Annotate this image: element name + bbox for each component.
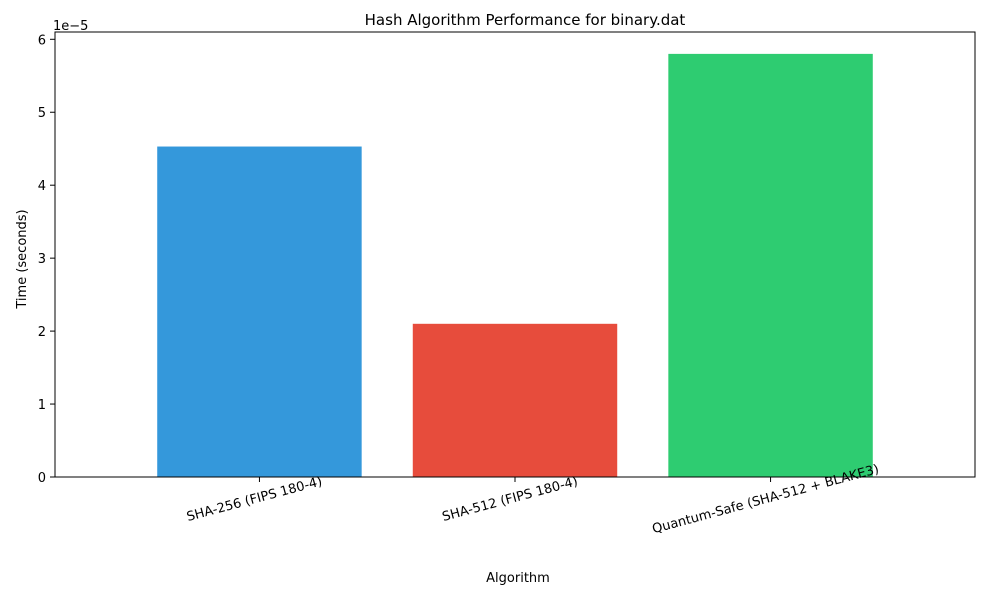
y-tick-label: 3 — [38, 252, 46, 267]
bar-2 — [412, 323, 618, 477]
x-axis-label: Algorithm — [486, 571, 550, 586]
x-tick-label: SHA-256 (FIPS 180-4) — [185, 474, 324, 525]
bar-3 — [668, 53, 873, 477]
y-axis-label: Time (seconds) — [15, 209, 30, 309]
y-axis-ticks: 0 1 2 3 4 5 6 — [38, 33, 55, 486]
y-tick-label: 2 — [38, 325, 46, 340]
bar-1 — [157, 146, 362, 478]
y-tick-label: 0 — [38, 471, 46, 486]
y-tick-label: 4 — [38, 179, 46, 194]
y-tick-label: 1 — [38, 398, 46, 413]
x-tick-label: SHA-512 (FIPS 180-4) — [441, 474, 580, 525]
y-tick-label: 6 — [38, 33, 46, 48]
y-axis-offset-label: 1e−5 — [53, 19, 88, 34]
chart-title: Hash Algorithm Performance for binary.da… — [365, 11, 686, 29]
y-tick-label: 5 — [38, 106, 46, 121]
plot-frame — [54, 31, 976, 478]
bars-layer — [157, 53, 873, 478]
